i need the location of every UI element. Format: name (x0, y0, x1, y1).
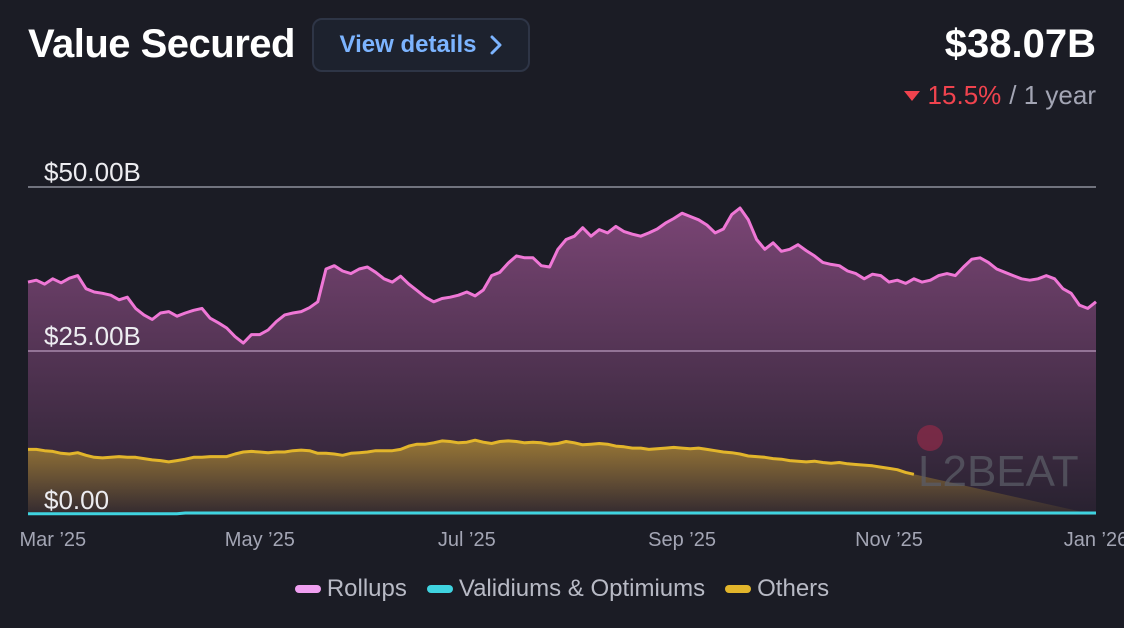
arrow-down-icon (903, 90, 920, 101)
change-summary: 15.5% / 1 year (903, 80, 1096, 111)
legend-label-rollups: Rollups (326, 575, 407, 602)
rollups-area (28, 208, 1096, 515)
x-tick-label: Mar ’25 (19, 529, 86, 551)
page-title: Value Secured (28, 22, 295, 66)
view-details-label: View details (339, 31, 477, 58)
x-tick-label: Nov ’25 (855, 529, 923, 551)
legend-swatch-others (725, 585, 752, 593)
change-percent: 15.5% (927, 80, 1002, 110)
legend-swatch-rollups (294, 585, 321, 593)
total-value: $38.07B (944, 22, 1096, 66)
view-details-button[interactable]: View details (312, 18, 530, 72)
y-tick-label: $25.00B (44, 321, 141, 351)
heart-icon (917, 425, 943, 451)
validiums-series-line (28, 511, 1096, 516)
y-tick-label: $0.00 (44, 485, 109, 515)
watermark-text: L2BEAT (918, 447, 1079, 496)
l2beat-watermark: L2BEAT (917, 425, 1079, 496)
change-negative: 15.5% (903, 80, 1002, 111)
y-tick-label: $50.00B (44, 157, 141, 187)
legend-item-rollups[interactable]: Rollups (294, 575, 407, 603)
others-area (28, 440, 1096, 515)
x-tick-label: Jan ’26 (1064, 529, 1124, 551)
legend-swatch-validiums (426, 585, 453, 593)
legend-item-validiums[interactable]: Validiums & Optimiums (426, 575, 706, 603)
change-period: / 1 year (1009, 80, 1096, 110)
rollups-series-line (27, 206, 1097, 345)
others-series-line (28, 438, 915, 476)
x-tick-label: Jul ’25 (438, 529, 496, 551)
legend-label-others: Others (757, 575, 830, 602)
chart-legend: Rollups Validiums & Optimiums Others (0, 575, 1124, 603)
chevron-right-icon (490, 35, 502, 55)
x-tick-label: May ’25 (225, 529, 295, 551)
legend-label-validiums: Validiums & Optimiums (458, 575, 706, 602)
x-tick-label: Sep ’25 (648, 529, 716, 551)
legend-item-others[interactable]: Others (725, 575, 829, 603)
